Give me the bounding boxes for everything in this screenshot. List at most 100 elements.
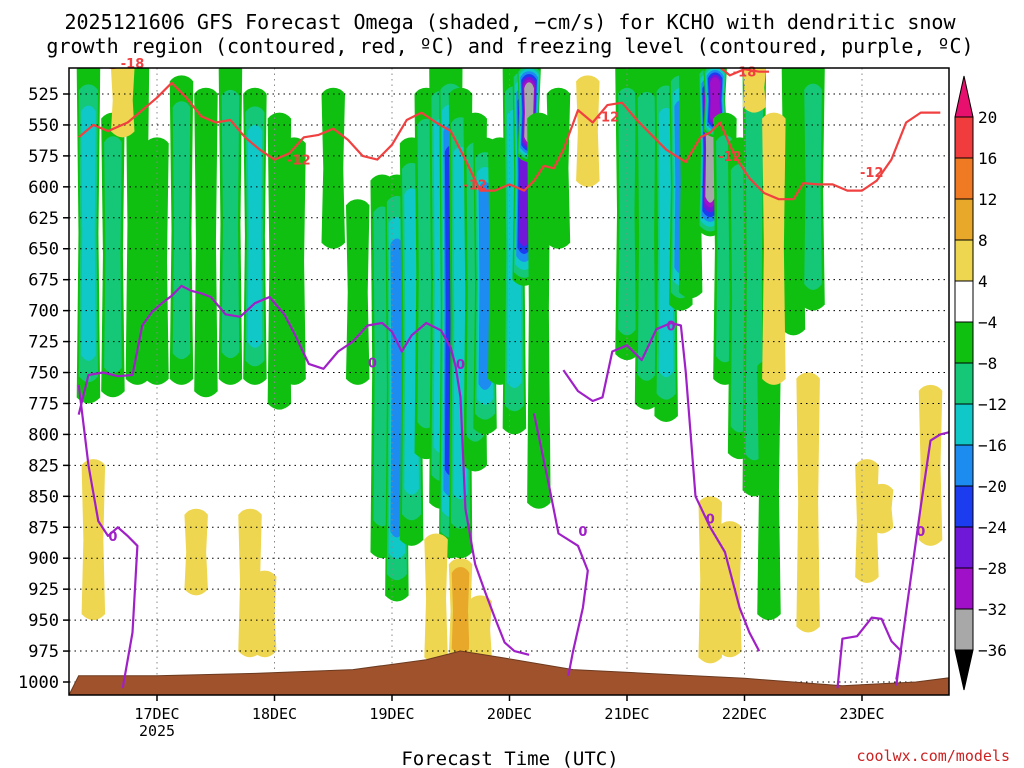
terrain-fill: [69, 650, 949, 695]
omega-ascent-region: [247, 124, 263, 348]
freezing-level-line: [77, 284, 530, 656]
omega-ascent-region: [221, 89, 240, 359]
colorbar-label: −24: [978, 518, 1007, 537]
colorbar-label: 20: [978, 108, 997, 127]
omega-ascent-region: [546, 87, 571, 249]
freezing-level-line: [895, 431, 949, 686]
omega-descent-region: [252, 570, 277, 658]
y-tick-label: 1000: [18, 673, 59, 693]
omega-descent-region: [796, 372, 820, 633]
colorbar-label: −8: [978, 354, 997, 373]
terrain-polygon: [69, 650, 949, 695]
colorbar-label: −36: [978, 641, 1007, 660]
omega-descent-region: [184, 508, 208, 596]
dgz-contour-line: [105, 68, 769, 77]
y-tick-label: 850: [28, 487, 59, 507]
colorbar-swatch: [954, 198, 974, 241]
omega-descent-region: [468, 595, 492, 664]
y-tick-label: 900: [28, 549, 59, 569]
colorbar-swatch: [954, 403, 974, 446]
colorbar-label: −4: [978, 313, 997, 332]
colorbar-swatch: [954, 567, 974, 610]
x-tick-sublabel: 2025: [139, 722, 175, 740]
omega-descent-region: [81, 459, 106, 621]
y-tick-label: 650: [28, 240, 59, 260]
y-tick-label: 825: [28, 456, 59, 476]
omega-shading: [76, 68, 943, 664]
omega-ascent-region: [172, 101, 191, 360]
dgz-contour-label: -12: [860, 166, 884, 181]
omega-descent-region: [424, 533, 448, 664]
freezing-level-label: 0: [368, 357, 377, 372]
omega-ascent-region: [527, 112, 551, 509]
dgz-contour-label: -18: [121, 57, 145, 72]
colorbar-swatch: [954, 526, 974, 569]
freezing-level-line: [77, 384, 139, 689]
freezing-level-label: 0: [916, 525, 925, 540]
omega-ascent-region: [125, 68, 150, 385]
freezing-level-label: 0: [578, 525, 587, 540]
freezing-level-line: [562, 321, 761, 652]
colorbar-swatch: [954, 362, 974, 405]
colorbar-label: 12: [978, 190, 997, 209]
omega-ascent-region: [81, 105, 96, 361]
x-tick-label: 21DEC: [604, 705, 649, 723]
colorbar: 20 16 12 8 4 −4 −8 −12 −16 −20 −24 −28 −32 −36: [954, 75, 1007, 691]
colorbar-swatch: [954, 608, 974, 651]
grid-lines: [69, 68, 949, 695]
chart-title-line1: 2025121606 GFS Forecast Omega (shaded, −…: [64, 10, 956, 34]
y-tick-label: 950: [28, 611, 59, 631]
freezing-level-label: 0: [456, 358, 465, 373]
dgz-contour-label: -18: [733, 66, 757, 81]
omega-ascent-region: [390, 238, 404, 538]
omega-ascent-region: [321, 87, 345, 249]
y-tick-label: 550: [28, 116, 59, 136]
omega-ascent-region: [709, 76, 721, 124]
omega-descent-region: [869, 483, 894, 534]
x-tick-label: 23DEC: [839, 705, 884, 723]
colorbar-swatch: [954, 485, 974, 528]
colorbar-label: −16: [978, 436, 1007, 455]
x-tick-label: 18DEC: [252, 705, 297, 723]
freezing-level-label: 0: [108, 530, 117, 545]
dgz-contour-label: -12: [596, 110, 620, 125]
colorbar-label: 16: [978, 149, 997, 168]
x-tick-label: 22DEC: [722, 705, 767, 723]
y-tick-label: 750: [28, 364, 59, 384]
colorbar-swatch: [954, 280, 974, 323]
colorbar-swatch: [954, 239, 974, 282]
colorbar-label: −12: [978, 395, 1007, 414]
omega-ascent-region: [104, 136, 122, 374]
colorbar-label: −32: [978, 600, 1007, 619]
contour-lines: [77, 68, 949, 689]
contour-labels: -12 -12 -12 -12 -12 -18 -18 0 0 0 0 0 0 0: [108, 57, 925, 545]
y-tick-label: 925: [28, 580, 59, 600]
omega-descent-region: [576, 75, 600, 187]
colorbar-swatch: [954, 444, 974, 487]
freezing-level-line: [532, 413, 589, 677]
omega-ascent-region: [658, 107, 674, 378]
dgz-contour-line: [77, 81, 941, 201]
y-tick-label: 700: [28, 302, 59, 322]
y-tick-label: 675: [28, 271, 59, 291]
colorbar-bottom-arrow: [954, 649, 974, 691]
omega-ascent-region: [478, 181, 492, 390]
colorbar-top-arrow: [954, 75, 974, 118]
y-tick-label: 525: [28, 85, 59, 105]
x-axis-title: Forecast Time (UTC): [401, 748, 618, 768]
freezing-level-label: 0: [667, 319, 676, 334]
y-tick-label: 600: [28, 178, 59, 198]
colorbar-swatch: [954, 116, 974, 159]
x-tick-label: 17DEC: [134, 705, 179, 723]
omega-ascent-region: [637, 91, 656, 381]
omega-descent-region: [110, 68, 135, 138]
omega-descent-region: [742, 68, 767, 113]
y-tick-label: 800: [28, 425, 59, 445]
x-tick-label: 20DEC: [487, 705, 532, 723]
omega-descent-region: [451, 566, 470, 655]
colorbar-label: 8: [978, 231, 988, 250]
y-axis-ticks: 525 550 575 600 625 650 675 700 725 750 775 800 825 8…: [18, 85, 69, 693]
omega-ascent-region: [345, 199, 370, 385]
freezing-level-line: [836, 616, 903, 689]
